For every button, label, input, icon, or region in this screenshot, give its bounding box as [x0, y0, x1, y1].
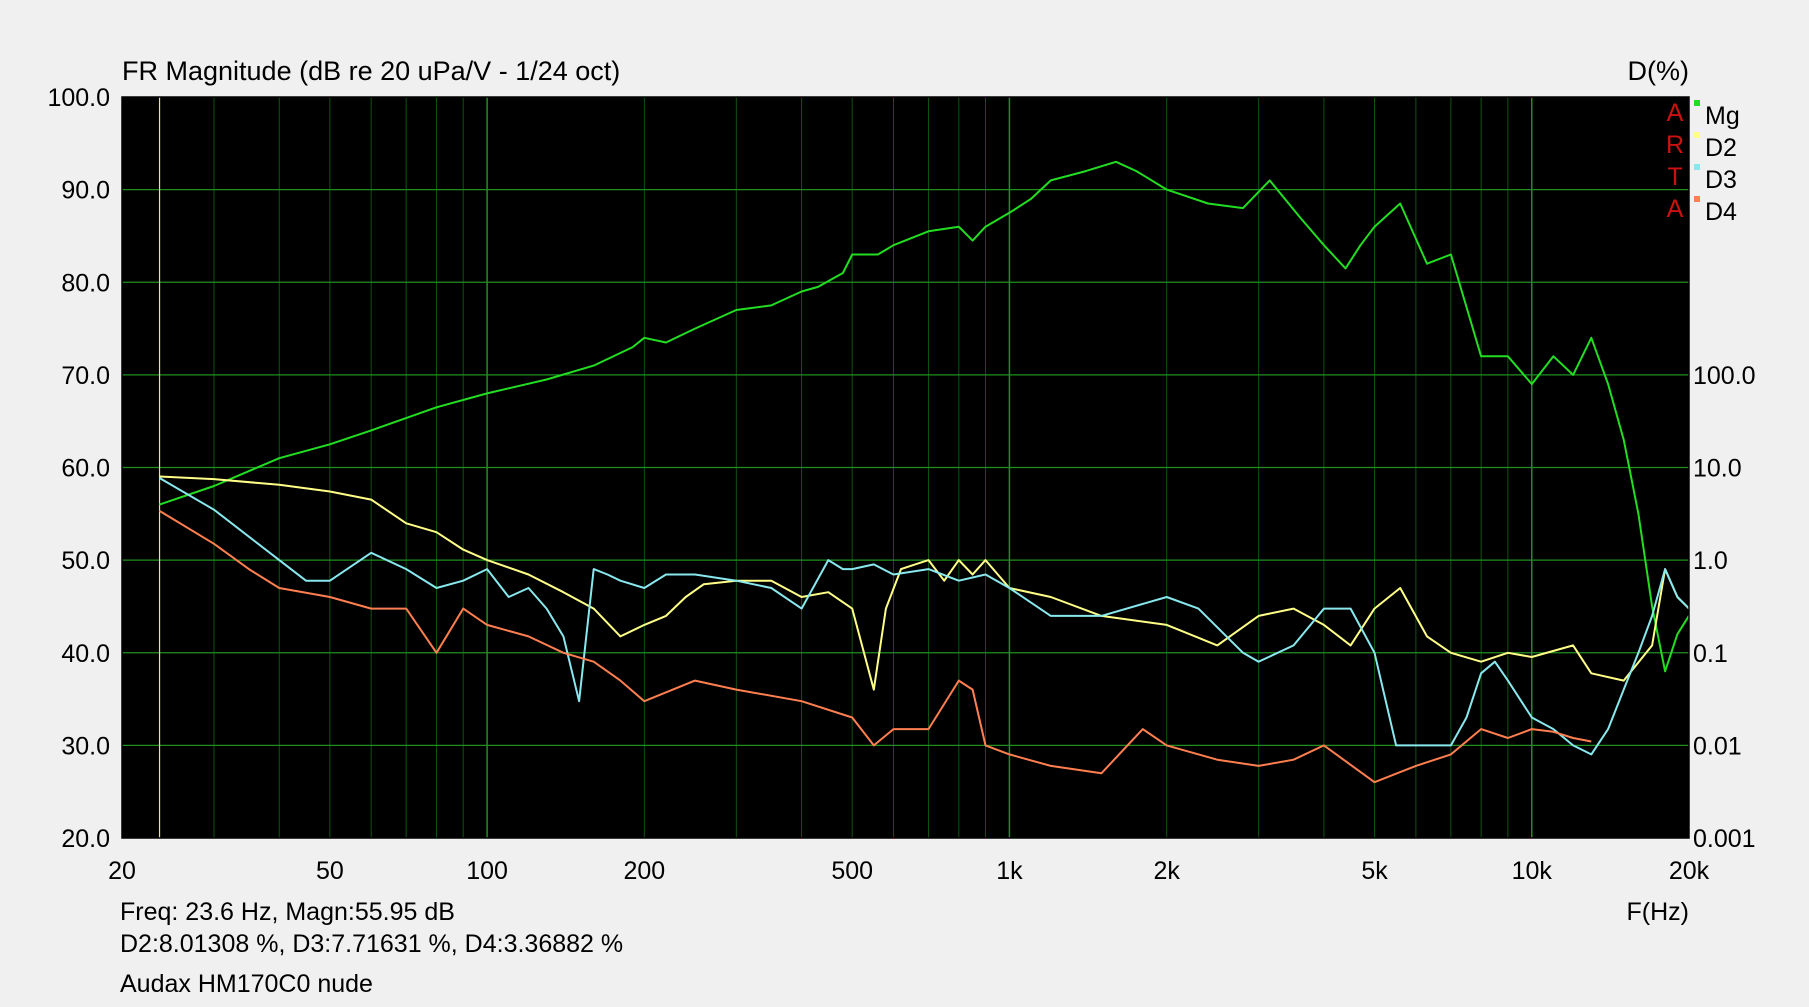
legend-swatch [1694, 100, 1700, 106]
legend: A Mg R D2 T D3 A D4 [1666, 99, 1740, 226]
y-tick-label: 40.0 [61, 640, 110, 668]
y2-tick-label: 0.01 [1693, 732, 1742, 760]
x-tick-label: 500 [831, 857, 873, 885]
x-axis-label: F(Hz) [1627, 898, 1689, 926]
legend-side-letter: T [1667, 163, 1682, 191]
series-line-d3 [158, 477, 1690, 756]
legend-side-letter: A [1667, 99, 1684, 127]
legend-swatch [1694, 196, 1700, 202]
series-line-d2 [159, 475, 1690, 691]
y2-tick-label: 1.0 [1693, 547, 1728, 575]
major-grid [122, 97, 1689, 838]
legend-swatch [1694, 132, 1700, 138]
legend-label: D3 [1705, 166, 1737, 194]
x-tick-label: 5k [1361, 857, 1388, 885]
y-tick-label: 30.0 [61, 732, 110, 760]
readout-freq: Freq: 23.6 Hz, Magn:55.95 dB [120, 898, 455, 926]
y-tick-label: 20.0 [61, 825, 110, 853]
y-tick-label: 100.0 [47, 84, 110, 112]
legend-label: Mg [1705, 102, 1740, 130]
series-line-mg [159, 160, 1690, 673]
y2-tick-label: 10.0 [1693, 455, 1742, 483]
x-tick-label: 2k [1153, 857, 1180, 885]
y-tick-label: 60.0 [61, 455, 110, 483]
chart-title: FR Magnitude (dB re 20 uPa/V - 1/24 oct) [122, 56, 620, 86]
x-tick-label: 100 [466, 857, 508, 885]
y2-tick-label: 100.0 [1693, 362, 1756, 390]
y-tick-label: 90.0 [61, 177, 110, 205]
y-tick-label: 70.0 [61, 362, 110, 390]
readout-distortion: D2:8.01308 %, D3:7.71631 %, D4:3.36882 % [120, 930, 623, 958]
legend-side-letter: A [1667, 195, 1684, 223]
x-tick-label: 200 [623, 857, 665, 885]
series-line-d4 [158, 510, 1592, 784]
legend-swatch [1694, 164, 1700, 170]
legend-label: D2 [1705, 134, 1737, 162]
y2-tick-label: 0.001 [1693, 825, 1756, 853]
y-tick-label: 80.0 [61, 269, 110, 297]
x-tick-label: 10k [1512, 857, 1553, 885]
legend-label: D4 [1705, 198, 1737, 226]
x-tick-label: 1k [996, 857, 1023, 885]
x-tick-label: 20 [108, 857, 136, 885]
x-tick-label: 50 [316, 857, 344, 885]
y-tick-label: 50.0 [61, 547, 110, 575]
plot-frame [121, 96, 1690, 839]
right-axis-title: D(%) [1628, 56, 1690, 86]
chart-caption: Audax HM170C0 nude [120, 970, 373, 998]
x-tick-label: 20k [1669, 857, 1710, 885]
y2-tick-label: 0.1 [1693, 640, 1728, 668]
legend-side-letter: R [1666, 131, 1684, 159]
